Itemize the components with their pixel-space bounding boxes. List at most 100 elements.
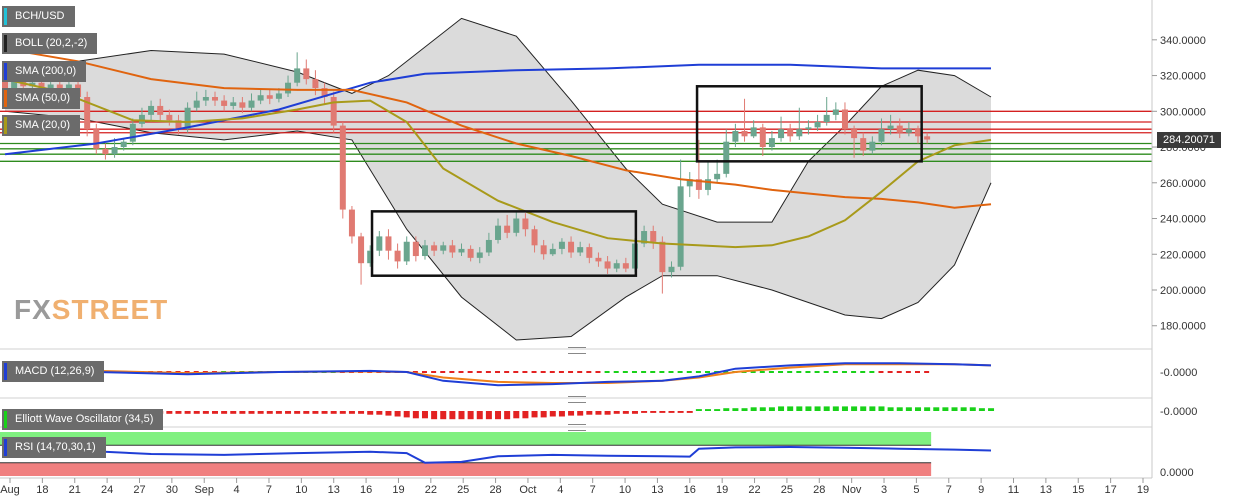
candle-body — [458, 248, 465, 253]
macd-histogram-bar — [622, 371, 628, 373]
ewo-bar — [878, 406, 885, 411]
y-tick-label: 340.0000 — [1160, 35, 1206, 47]
candle-body — [805, 127, 812, 130]
ewo-y-tick-label: -0.0000 — [1160, 406, 1197, 418]
legend-sma200[interactable]: SMA (200,0) — [2, 61, 87, 82]
ewo-bar — [778, 406, 785, 411]
x-tick-label: 7 — [590, 484, 596, 496]
candle-body — [348, 209, 355, 237]
macd-histogram-bar — [549, 371, 555, 373]
ewo-bar — [942, 407, 949, 411]
x-tick-label: 10 — [619, 484, 631, 496]
x-tick-label: 16 — [684, 484, 696, 496]
macd-histogram-bar — [915, 371, 920, 373]
rsi-oversold-zone — [0, 462, 932, 476]
candle-body — [522, 218, 529, 230]
candle-body — [832, 109, 839, 115]
candle-body — [211, 97, 218, 101]
legend-sma50[interactable]: SMA (50,0) — [2, 88, 81, 109]
x-tick-label: 13 — [1040, 484, 1052, 496]
candle-body — [878, 129, 885, 142]
ewo-bar — [832, 406, 839, 411]
ewo-bar — [814, 406, 821, 411]
ewo-bar — [312, 411, 319, 414]
candle-body — [622, 263, 629, 269]
ewo-bar — [586, 411, 593, 415]
x-tick-label: 17 — [1105, 484, 1117, 496]
y-tick-label: 180.0000 — [1160, 321, 1206, 333]
rsi-panel — [0, 432, 992, 476]
ewo-bar — [577, 411, 584, 416]
legend-boll[interactable]: BOLL (20,2,-2) — [2, 33, 98, 54]
macd-histogram-bar — [695, 371, 701, 373]
panel-resize-handle[interactable] — [568, 396, 586, 403]
ewo-bar — [650, 411, 657, 413]
ewo-bar — [960, 407, 967, 411]
x-tick-label: 24 — [101, 484, 113, 496]
legend-pair[interactable]: BCH/USD — [2, 6, 75, 27]
ewo-bar — [266, 411, 273, 414]
candle-body — [449, 245, 456, 253]
candle-body — [732, 130, 739, 142]
candle-body — [759, 127, 766, 148]
candle-body — [531, 229, 538, 246]
x-tick-label: 5 — [913, 484, 919, 496]
candle-body — [467, 248, 474, 258]
ewo-bar — [750, 407, 757, 411]
ewo-bar — [339, 411, 346, 414]
legend-sma50-label: SMA (50,0) — [15, 92, 71, 104]
candle-body — [412, 241, 419, 257]
legend-macd[interactable]: MACD (12,26,9) — [2, 361, 105, 382]
legend-rsi[interactable]: RSI (14,70,30,1) — [2, 437, 106, 458]
ewo-bar — [869, 406, 876, 411]
candle-body — [111, 147, 118, 155]
legend-sma20[interactable]: SMA (20,0) — [2, 115, 81, 136]
macd-histogram-bar — [558, 371, 564, 373]
macd-histogram-bar — [421, 371, 427, 373]
candle-body — [695, 179, 702, 190]
ewo-bar — [513, 411, 520, 419]
legend-ewo[interactable]: Elliott Wave Oscillator (34,5) — [2, 409, 164, 430]
x-tick-label: 25 — [457, 484, 469, 496]
macd-histogram-bar — [613, 371, 619, 373]
x-tick-label: 7 — [266, 484, 272, 496]
ewo-bar — [549, 411, 556, 417]
candle-body — [403, 241, 410, 262]
bollinger-lower — [4, 110, 992, 341]
candle-body — [394, 250, 401, 262]
x-tick-label: 7 — [946, 484, 952, 496]
macd-histogram-bar — [641, 371, 647, 373]
macd-histogram-bar — [823, 371, 829, 373]
candle-body — [376, 236, 383, 251]
legend-pair-label: BCH/USD — [15, 10, 65, 22]
rsi-overbought-zone — [0, 432, 932, 446]
candle-body — [495, 225, 502, 240]
candle-body — [768, 138, 775, 148]
x-tick-label: 13 — [651, 484, 663, 496]
bollinger-upper — [4, 17, 992, 223]
ewo-bar — [768, 407, 775, 411]
macd-histogram-bar — [431, 371, 437, 373]
macd-histogram-bar — [778, 371, 784, 373]
ewo-bar — [759, 407, 766, 411]
ewo-bar — [659, 411, 666, 413]
candle-body — [677, 186, 684, 267]
legend-sma200-label: SMA (200,0) — [15, 65, 77, 77]
annotation-boxes — [370, 85, 923, 277]
candle-body — [796, 129, 803, 137]
macd-histogram-bar — [586, 371, 592, 373]
rsi-y-tick-label: 0.0000 — [1160, 467, 1194, 479]
candle-body — [741, 130, 748, 137]
candle-body — [239, 102, 246, 108]
macd-histogram-bar — [851, 371, 857, 373]
ewo-bar — [540, 411, 547, 418]
macd-histogram-bar — [924, 371, 930, 373]
panel-resize-handle[interactable] — [568, 424, 586, 431]
macd-histogram-bar — [577, 371, 583, 373]
candle-body — [129, 123, 136, 142]
panel-resize-handle[interactable] — [568, 347, 586, 354]
macd-histogram-bar — [476, 371, 482, 373]
ewo-bar — [896, 407, 903, 411]
legend-boll-label: BOLL (20,2,-2) — [15, 37, 88, 49]
